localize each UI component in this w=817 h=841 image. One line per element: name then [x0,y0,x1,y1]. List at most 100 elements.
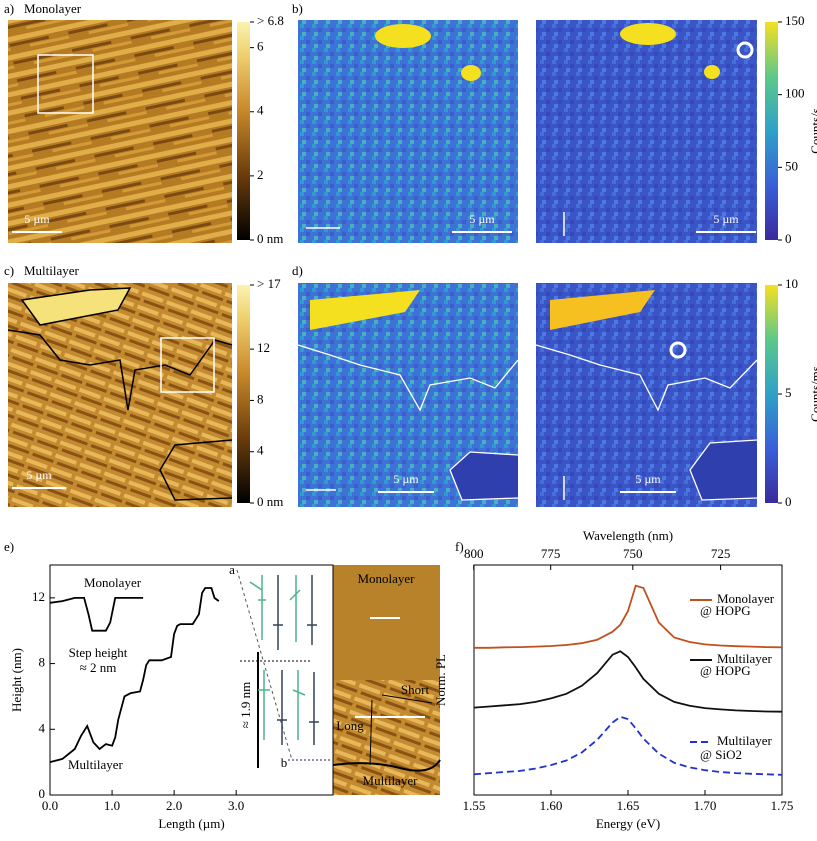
x-tick-label: 1.60 [540,798,563,813]
bright-spot [620,23,676,45]
legend-label: @ HOPG [700,663,751,678]
legend-label: @ HOPG [700,603,751,618]
colorbar [765,22,778,240]
x-tick-label: 3.0 [228,798,244,813]
colorbar-tick-label: 50 [785,158,798,173]
colorbar-tick-label: 100 [785,86,805,101]
scale-bar-label: 5 µm [713,212,739,226]
x-tick-label: 1.75 [771,798,794,813]
y-axis-label: Norm. PL [433,654,448,706]
roi-box [160,337,215,393]
annotation: ≈ 2 nm [80,660,117,675]
colorbar-tick-label: 4 [257,443,264,458]
contour [689,439,758,501]
contour [332,759,441,772]
y-tick-label: 0 [39,786,46,801]
colorbar-tick-label: 10 [785,276,798,291]
legend-label: Multilayer [717,733,773,748]
scale-bar-label: 5 µm [469,212,495,226]
contour [535,344,758,412]
x-tick-label: 1.55 [463,798,486,813]
colorbar-tick-label: > 17 [257,276,281,291]
panel-label: a) [4,1,14,16]
panel-label: b) [292,1,303,16]
x-tick-label: 1.0 [104,798,120,813]
colorbar-tick-label: 0 nm [257,231,283,246]
marker-circle [669,341,687,359]
y-tick-label: 8 [39,655,46,670]
inset-label: Short [401,682,430,697]
x2-tick-label: 775 [541,546,561,561]
scale-bar-label: 5 µm [26,468,52,482]
axis-arrow [381,694,433,704]
colorbar-tick-label: 2 [257,167,264,182]
legend-label: Multilayer [717,651,773,666]
panel-title: Multilayer [24,263,80,278]
colorbar [765,285,778,503]
x2-tick-label: 725 [711,546,731,561]
colorbar-tick-label: 12 [257,340,270,355]
series-line [49,597,144,632]
colorbar-tick-label: 8 [257,391,264,406]
x2-tick-label: 750 [623,546,643,561]
panel-label: d) [292,263,303,278]
colorbar-tick-label: 150 [785,13,805,28]
y-axis-label: Height (nm) [9,648,24,712]
inset-label: Multilayer [363,773,419,788]
x-axis-label: Length (µm) [158,816,224,831]
annotation: Step height [69,645,128,660]
scale-bar-label: 5 µm [635,472,661,486]
bright-spot [704,65,720,79]
legend-label: Monolayer [717,591,775,606]
annotation: b [281,755,288,770]
series-line [49,587,220,763]
scale-bar-label: 5 µm [24,212,50,226]
x-tick-label: 2.0 [166,798,182,813]
contour [159,439,233,501]
bright-spot [375,24,431,48]
x-tick-label: 1.70 [694,798,717,813]
series-label: Multilayer [68,757,124,772]
colorbar-tick-label: 0 [785,494,792,509]
inset-image [333,565,440,680]
colorbar-tick-label: 4 [257,103,264,118]
bright-region [550,290,655,330]
series-line [474,584,783,649]
bright-spot [461,65,481,81]
cut-line [236,569,293,761]
panel-label: e) [4,539,14,554]
inset-label: Long [336,718,364,733]
pl-map [536,20,757,243]
annotation: a [229,562,235,577]
legend-label: @ SiO2 [700,747,742,762]
annotation: ≈ 1.9 nm [238,682,253,729]
plot-frame [49,564,334,796]
x-tick-label: 0.0 [42,798,58,813]
y-tick-label: 4 [39,720,46,735]
contour [297,344,519,412]
axis-arrow [369,699,373,766]
panel-title: Monolayer [24,1,82,16]
series-label: Monolayer [84,575,142,590]
monolayer-flake [20,287,132,326]
colorbar [237,285,250,503]
y-tick-label: 12 [32,589,45,604]
colorbar-title: Counts/s [808,108,817,154]
colorbar-title: Counts/ms [808,366,817,422]
x-axis-label: Energy (eV) [596,816,660,831]
inset-image [333,680,440,795]
x2-axis-label: Wavelength (nm) [583,528,673,543]
inset-label: Monolayer [357,571,415,586]
colorbar-tick-label: 5 [785,385,792,400]
colorbar [237,22,250,240]
colorbar-tick-label: 0 [785,231,792,246]
panel-label: f) [455,539,464,554]
pl-map [298,20,518,243]
marker-circle [736,41,754,59]
afm-image [8,20,232,243]
x-tick-label: 1.65 [617,798,640,813]
series-line [473,715,783,776]
